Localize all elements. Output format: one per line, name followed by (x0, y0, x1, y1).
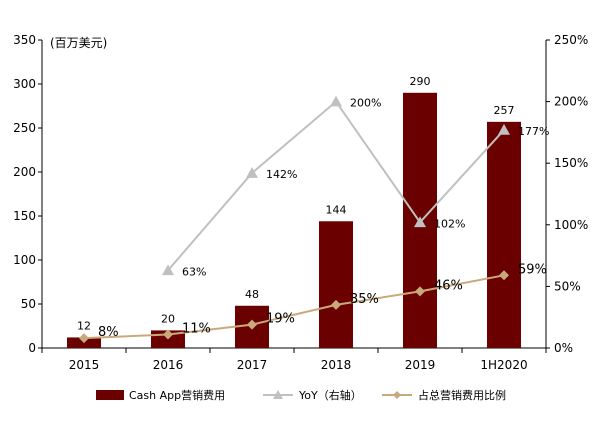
yoy-point (246, 167, 258, 178)
legend-swatch-share-marker (393, 391, 401, 399)
yoy-value-label: 177% (518, 125, 549, 138)
legend-label-share: 占总营销费用比例 (418, 388, 506, 402)
x-tick-label: 2015 (69, 358, 100, 372)
bar (487, 121, 521, 348)
yoy-point (414, 216, 426, 228)
bar (319, 221, 353, 348)
share-point (79, 333, 89, 344)
legend-label-bar: Cash App营销费用 (129, 388, 225, 402)
share-point (247, 319, 257, 330)
x-tick-label: 2019 (405, 358, 436, 372)
legend-label-yoy: YoY（右轴） (298, 388, 362, 402)
y-right-tick-label: 200% (554, 95, 588, 109)
chart-marks: 0 50 100 150 200 250 300 350 0% 50% 100% 150% 200% 25… (13, 33, 588, 402)
y-right-tick-label: 150% (554, 156, 588, 170)
share-value-label: 19% (266, 312, 295, 327)
share-point (499, 270, 509, 281)
yoy-value-label: 200% (350, 97, 381, 110)
legend-swatch-yoy-marker (273, 390, 283, 399)
x-tick-label: 2018 (321, 358, 352, 372)
bar-value-label: 20 (161, 312, 175, 325)
unit-label: (百万美元) (50, 36, 107, 50)
x-tick-label: 2016 (153, 358, 184, 372)
x-tick-label: 2017 (237, 358, 268, 372)
y-right-tick-label: 0% (554, 341, 573, 355)
y-left-tick-label: 150 (13, 209, 36, 223)
y-left-tick-label: 0 (28, 341, 36, 355)
bar-value-label: 257 (494, 104, 515, 117)
y-left-tick-label: 100 (13, 253, 36, 267)
bar-value-label: 12 (77, 319, 91, 332)
share-value-label: 8% (98, 325, 119, 340)
bar-value-label: 290 (410, 75, 431, 88)
x-tick-label: 1H2020 (480, 358, 527, 372)
yoy-point (330, 95, 342, 107)
bar-value-label: 144 (326, 203, 347, 216)
y-left-tick-label: 250 (13, 121, 36, 135)
share-value-label: 46% (434, 278, 463, 293)
yoy-value-label: 142% (266, 168, 297, 181)
y-right-tick-label: 100% (554, 218, 588, 232)
share-point (163, 329, 173, 340)
y-right-tick-label: 250% (554, 33, 588, 47)
share-line (83, 274, 505, 340)
y-left-tick-label: 50 (21, 297, 36, 311)
legend-swatch-bar (96, 390, 124, 400)
share-value-label: 59% (518, 262, 547, 277)
yoy-value-label: 102% (434, 217, 465, 230)
share-point (331, 299, 341, 310)
y-left-tick-label: 200 (13, 165, 36, 179)
share-value-label: 35% (350, 292, 379, 307)
y-left-tick-label: 300 (13, 77, 36, 91)
yoy-point (162, 264, 174, 276)
y-left-tick-label: 350 (13, 33, 36, 47)
yoy-point (498, 123, 510, 135)
share-value-label: 11% (182, 321, 211, 336)
share-point (415, 286, 425, 297)
yoy-value-label: 63% (182, 265, 206, 278)
bar-value-label: 48 (245, 288, 259, 301)
y-right-tick-label: 50% (554, 279, 581, 293)
